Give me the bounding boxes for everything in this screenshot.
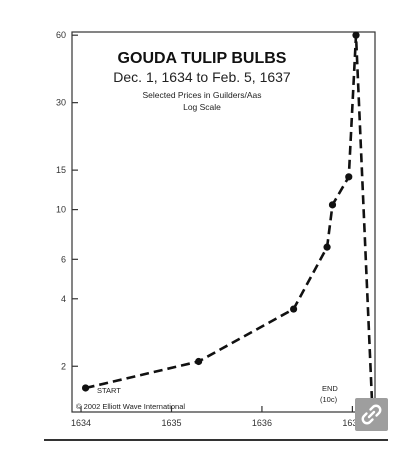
chart-subtitle-prices: Selected Prices in Guilders/Aas — [142, 90, 261, 100]
x-axis: 1634 1635 1636 1637 — [71, 406, 362, 428]
y-tick-label: 30 — [56, 98, 66, 108]
x-tick-label: 1637 — [342, 418, 362, 428]
series-line — [85, 33, 374, 409]
data-point — [81, 384, 90, 392]
y-tick-label: 6 — [61, 254, 66, 264]
data-point — [352, 31, 360, 39]
y-tick-label: 2 — [61, 361, 66, 371]
copyright-label: © 2002 Elliott Wave International — [76, 402, 185, 411]
start-label: START — [97, 386, 121, 395]
link-badge[interactable] — [355, 398, 388, 431]
x-tick-label: 1634 — [71, 418, 91, 428]
data-point — [323, 243, 331, 251]
y-tick-label: 10 — [56, 205, 66, 215]
chart-title: GOUDA TULIP BULBS — [118, 50, 287, 67]
y-tick-label: 4 — [61, 294, 66, 304]
series-layer — [81, 31, 376, 412]
bottom-rule — [44, 439, 388, 441]
data-point — [328, 201, 337, 209]
y-tick-label: 15 — [56, 165, 66, 175]
y-axis: 2 4 6 10 15 30 60 — [56, 30, 78, 371]
x-tick-label: 1635 — [161, 418, 181, 428]
chart-scale-note: Log Scale — [183, 102, 221, 112]
data-point — [345, 173, 353, 181]
end-label: END — [322, 384, 338, 393]
data-point — [289, 305, 298, 313]
chart-subtitle: Dec. 1, 1634 to Feb. 5, 1637 — [113, 69, 291, 85]
plot-frame — [71, 31, 376, 413]
link-icon — [361, 404, 382, 425]
data-point — [195, 357, 203, 366]
y-tick-label: 60 — [56, 30, 66, 40]
x-tick-label: 1636 — [252, 418, 272, 428]
end-value-label: (10c) — [320, 395, 338, 404]
